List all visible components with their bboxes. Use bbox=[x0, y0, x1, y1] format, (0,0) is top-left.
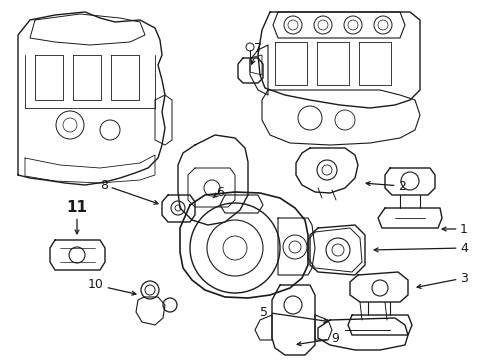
Polygon shape bbox=[310, 225, 365, 275]
Text: 11: 11 bbox=[67, 200, 88, 234]
Polygon shape bbox=[385, 168, 435, 195]
Polygon shape bbox=[18, 12, 165, 185]
Polygon shape bbox=[50, 240, 105, 270]
Circle shape bbox=[163, 298, 177, 312]
Polygon shape bbox=[272, 285, 315, 355]
Text: 1: 1 bbox=[442, 222, 468, 235]
Text: 3: 3 bbox=[417, 271, 468, 288]
Polygon shape bbox=[296, 148, 358, 193]
Polygon shape bbox=[238, 58, 263, 83]
Polygon shape bbox=[178, 135, 248, 225]
Text: 7: 7 bbox=[251, 42, 262, 64]
Polygon shape bbox=[350, 272, 408, 302]
Polygon shape bbox=[318, 318, 408, 350]
Text: 4: 4 bbox=[374, 242, 468, 255]
Polygon shape bbox=[258, 12, 420, 108]
Circle shape bbox=[141, 281, 159, 299]
Text: 5: 5 bbox=[260, 306, 328, 323]
Text: 2: 2 bbox=[366, 180, 406, 193]
Text: 10: 10 bbox=[88, 279, 136, 295]
Polygon shape bbox=[378, 208, 442, 228]
Text: 9: 9 bbox=[297, 332, 339, 346]
Polygon shape bbox=[348, 315, 412, 335]
Polygon shape bbox=[162, 195, 195, 222]
Polygon shape bbox=[180, 192, 308, 298]
Text: 6: 6 bbox=[213, 185, 224, 198]
Text: 8: 8 bbox=[100, 179, 158, 204]
